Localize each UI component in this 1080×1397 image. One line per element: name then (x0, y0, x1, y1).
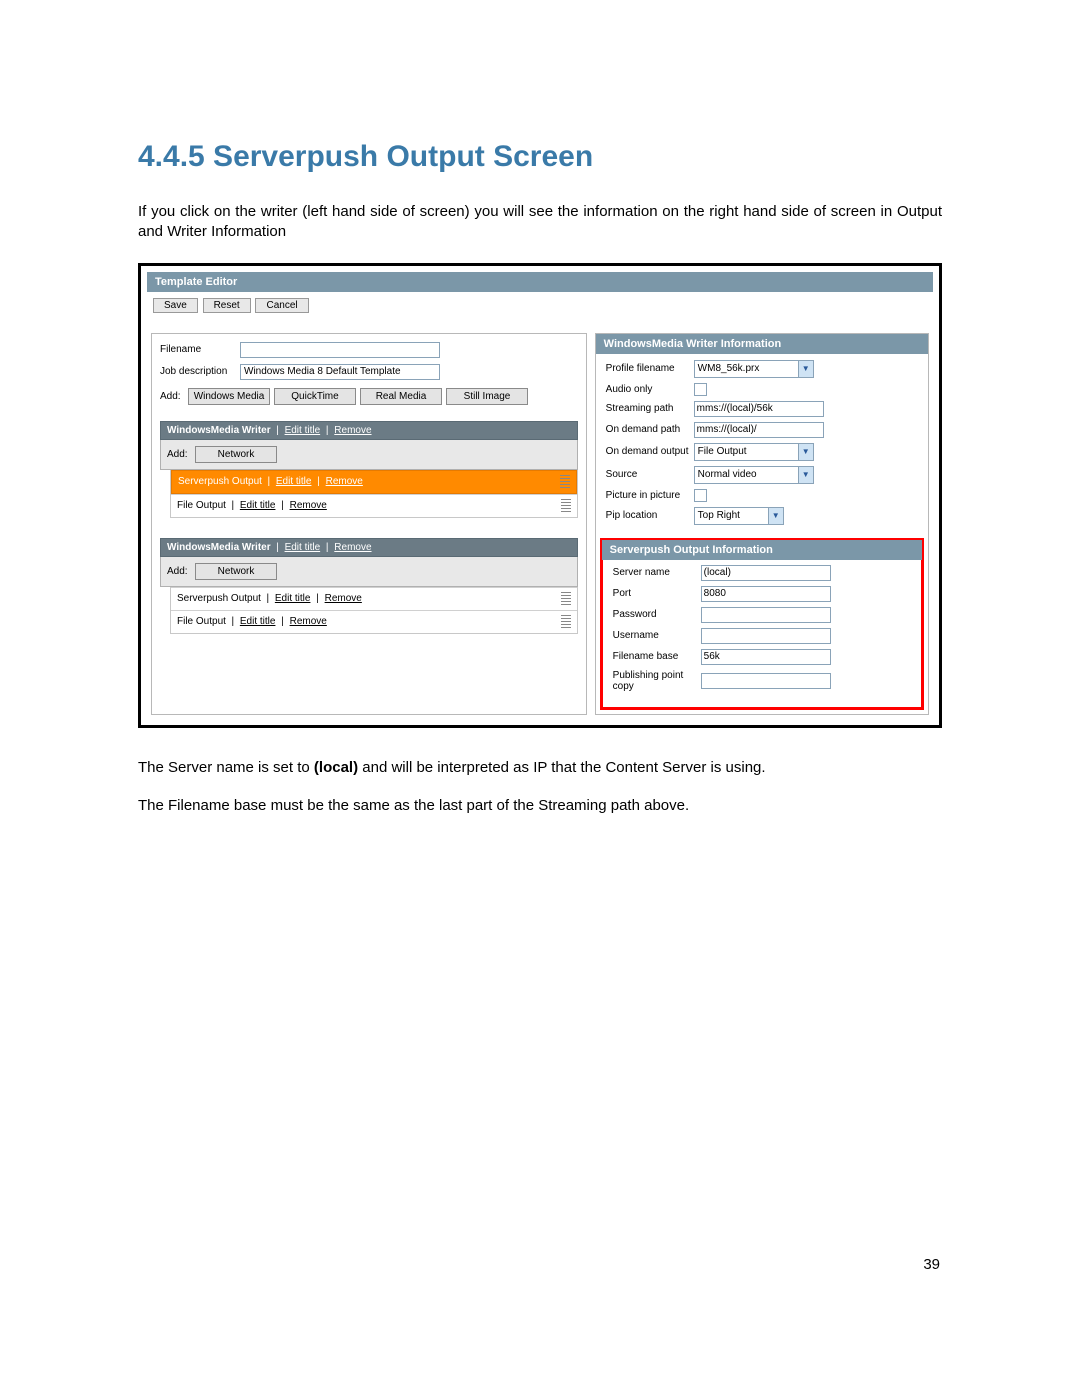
source-label: Source (606, 469, 694, 480)
file-output-row-1[interactable]: File Output | Edit title | Remove (171, 494, 577, 517)
writer-title-1: WindowsMedia Writer (167, 425, 271, 436)
remove-link-6[interactable]: Remove (290, 616, 327, 627)
remove-link-2[interactable]: Remove (326, 476, 363, 487)
serverpush-output-label-2: Serverpush Output (177, 593, 261, 604)
writer-header-1[interactable]: WindowsMedia Writer | Edit title | Remov… (160, 421, 578, 440)
edit-link[interactable]: Edit title (276, 476, 312, 487)
filenamebase-input[interactable] (701, 649, 831, 665)
username-input[interactable] (701, 628, 831, 644)
add-stillimage-button[interactable]: Still Image (446, 388, 528, 405)
audio-only-label: Audio only (606, 384, 694, 395)
ondemand-output-label: On demand output (606, 446, 694, 457)
filename-input[interactable] (240, 342, 440, 358)
serverpush-output-label-1: Serverpush Output (178, 476, 262, 487)
note-1: The Server name is set to (local) and wi… (138, 758, 942, 778)
ondemand-path-label: On demand path (606, 424, 694, 435)
cancel-button[interactable]: Cancel (255, 298, 308, 313)
drag-handle-icon[interactable] (561, 592, 571, 606)
port-label: Port (613, 588, 701, 599)
pubpoint-input[interactable] (701, 673, 831, 689)
jobdesc-input[interactable] (240, 364, 440, 380)
serverpush-output-row-1[interactable]: Serverpush Output | Edit title | Remove (171, 470, 577, 494)
left-panel: Filename Job description Add: Windows Me… (151, 333, 587, 715)
remove-link-3[interactable]: Remove (290, 500, 327, 511)
edit-title-link-2[interactable]: Edit title (285, 542, 321, 553)
screenshot-figure: Template Editor Save Reset Cancel Filena… (138, 263, 942, 728)
streaming-path-label: Streaming path (606, 403, 694, 414)
servername-label: Server name (613, 567, 701, 578)
sub-add-label-2: Add: (167, 566, 191, 577)
writer-block-1: WindowsMedia Writer | Edit title | Remov… (160, 421, 578, 518)
add-windowsmedia-button[interactable]: Windows Media (188, 388, 270, 405)
streaming-path-input[interactable] (694, 401, 824, 417)
serverpush-output-row-2[interactable]: Serverpush Output | Edit title | Remove (171, 587, 577, 610)
writer-info-title: WindowsMedia Writer Information (596, 334, 928, 354)
edit-title-link[interactable]: Edit title (285, 425, 321, 436)
servername-input[interactable] (701, 565, 831, 581)
pip-label: Picture in picture (606, 490, 694, 501)
remove-link[interactable]: Remove (334, 425, 371, 436)
drag-handle-icon[interactable] (561, 615, 571, 629)
template-editor-title: Template Editor (147, 272, 933, 292)
section-heading: 4.4.5 Serverpush Output Screen (138, 140, 942, 174)
edit-link-4[interactable]: Edit title (240, 616, 276, 627)
port-input[interactable] (701, 586, 831, 602)
writer-title-2: WindowsMedia Writer (167, 542, 271, 553)
save-button[interactable]: Save (153, 298, 198, 313)
add-network-button-2[interactable]: Network (195, 563, 277, 580)
add-realmedia-button[interactable]: Real Media (360, 388, 442, 405)
source-select[interactable]: Normal video ▼ (694, 466, 814, 484)
piploc-value: Top Right (698, 510, 740, 521)
toolbar: Save Reset Cancel (147, 292, 933, 329)
audio-only-checkbox[interactable] (694, 383, 707, 396)
right-panel: WindowsMedia Writer Information Profile … (595, 333, 929, 715)
drag-handle-icon[interactable] (560, 475, 570, 489)
ondemand-path-input[interactable] (694, 422, 824, 438)
output-info-title: Serverpush Output Information (602, 540, 922, 560)
chevron-down-icon: ▼ (798, 444, 813, 460)
sub-add-label-1: Add: (167, 449, 191, 460)
drag-handle-icon[interactable] (561, 499, 571, 513)
page-number: 39 (138, 1256, 942, 1273)
reset-button[interactable]: Reset (203, 298, 251, 313)
file-output-label-2: File Output (177, 616, 226, 627)
jobdesc-label: Job description (160, 366, 240, 377)
source-value: Normal video (698, 469, 757, 480)
file-output-label-1: File Output (177, 500, 226, 511)
ondemand-output-select[interactable]: File Output ▼ (694, 443, 814, 461)
filename-label: Filename (160, 344, 240, 355)
piploc-label: Pip location (606, 510, 694, 521)
username-label: Username (613, 630, 701, 641)
remove-link-5[interactable]: Remove (325, 593, 362, 604)
ondemand-output-value: File Output (698, 446, 747, 457)
profile-filename-label: Profile filename (606, 363, 694, 374)
add-quicktime-button[interactable]: QuickTime (274, 388, 356, 405)
filenamebase-label: Filename base (613, 651, 701, 662)
serverpush-info-highlight: Serverpush Output Information Server nam… (600, 538, 924, 710)
add-label: Add: (160, 391, 184, 402)
note-2: The Filename base must be the same as th… (138, 796, 942, 816)
pip-checkbox[interactable] (694, 489, 707, 502)
remove-link-4[interactable]: Remove (334, 542, 371, 553)
piploc-select[interactable]: Top Right ▼ (694, 507, 784, 525)
profile-filename-value: WM8_56k.prx (698, 363, 760, 374)
chevron-down-icon: ▼ (768, 508, 783, 524)
intro-paragraph: If you click on the writer (left hand si… (138, 202, 942, 243)
writer-header-2[interactable]: WindowsMedia Writer | Edit title | Remov… (160, 538, 578, 557)
profile-filename-select[interactable]: WM8_56k.prx ▼ (694, 360, 814, 378)
password-label: Password (613, 609, 701, 620)
edit-link-2[interactable]: Edit title (240, 500, 276, 511)
writer-block-2: WindowsMedia Writer | Edit title | Remov… (160, 538, 578, 634)
pubpoint-label: Publishing point copy (613, 670, 701, 692)
chevron-down-icon: ▼ (798, 467, 813, 483)
add-network-button-1[interactable]: Network (195, 446, 277, 463)
chevron-down-icon: ▼ (798, 361, 813, 377)
edit-link-3[interactable]: Edit title (275, 593, 311, 604)
file-output-row-2[interactable]: File Output | Edit title | Remove (171, 610, 577, 633)
password-input[interactable] (701, 607, 831, 623)
